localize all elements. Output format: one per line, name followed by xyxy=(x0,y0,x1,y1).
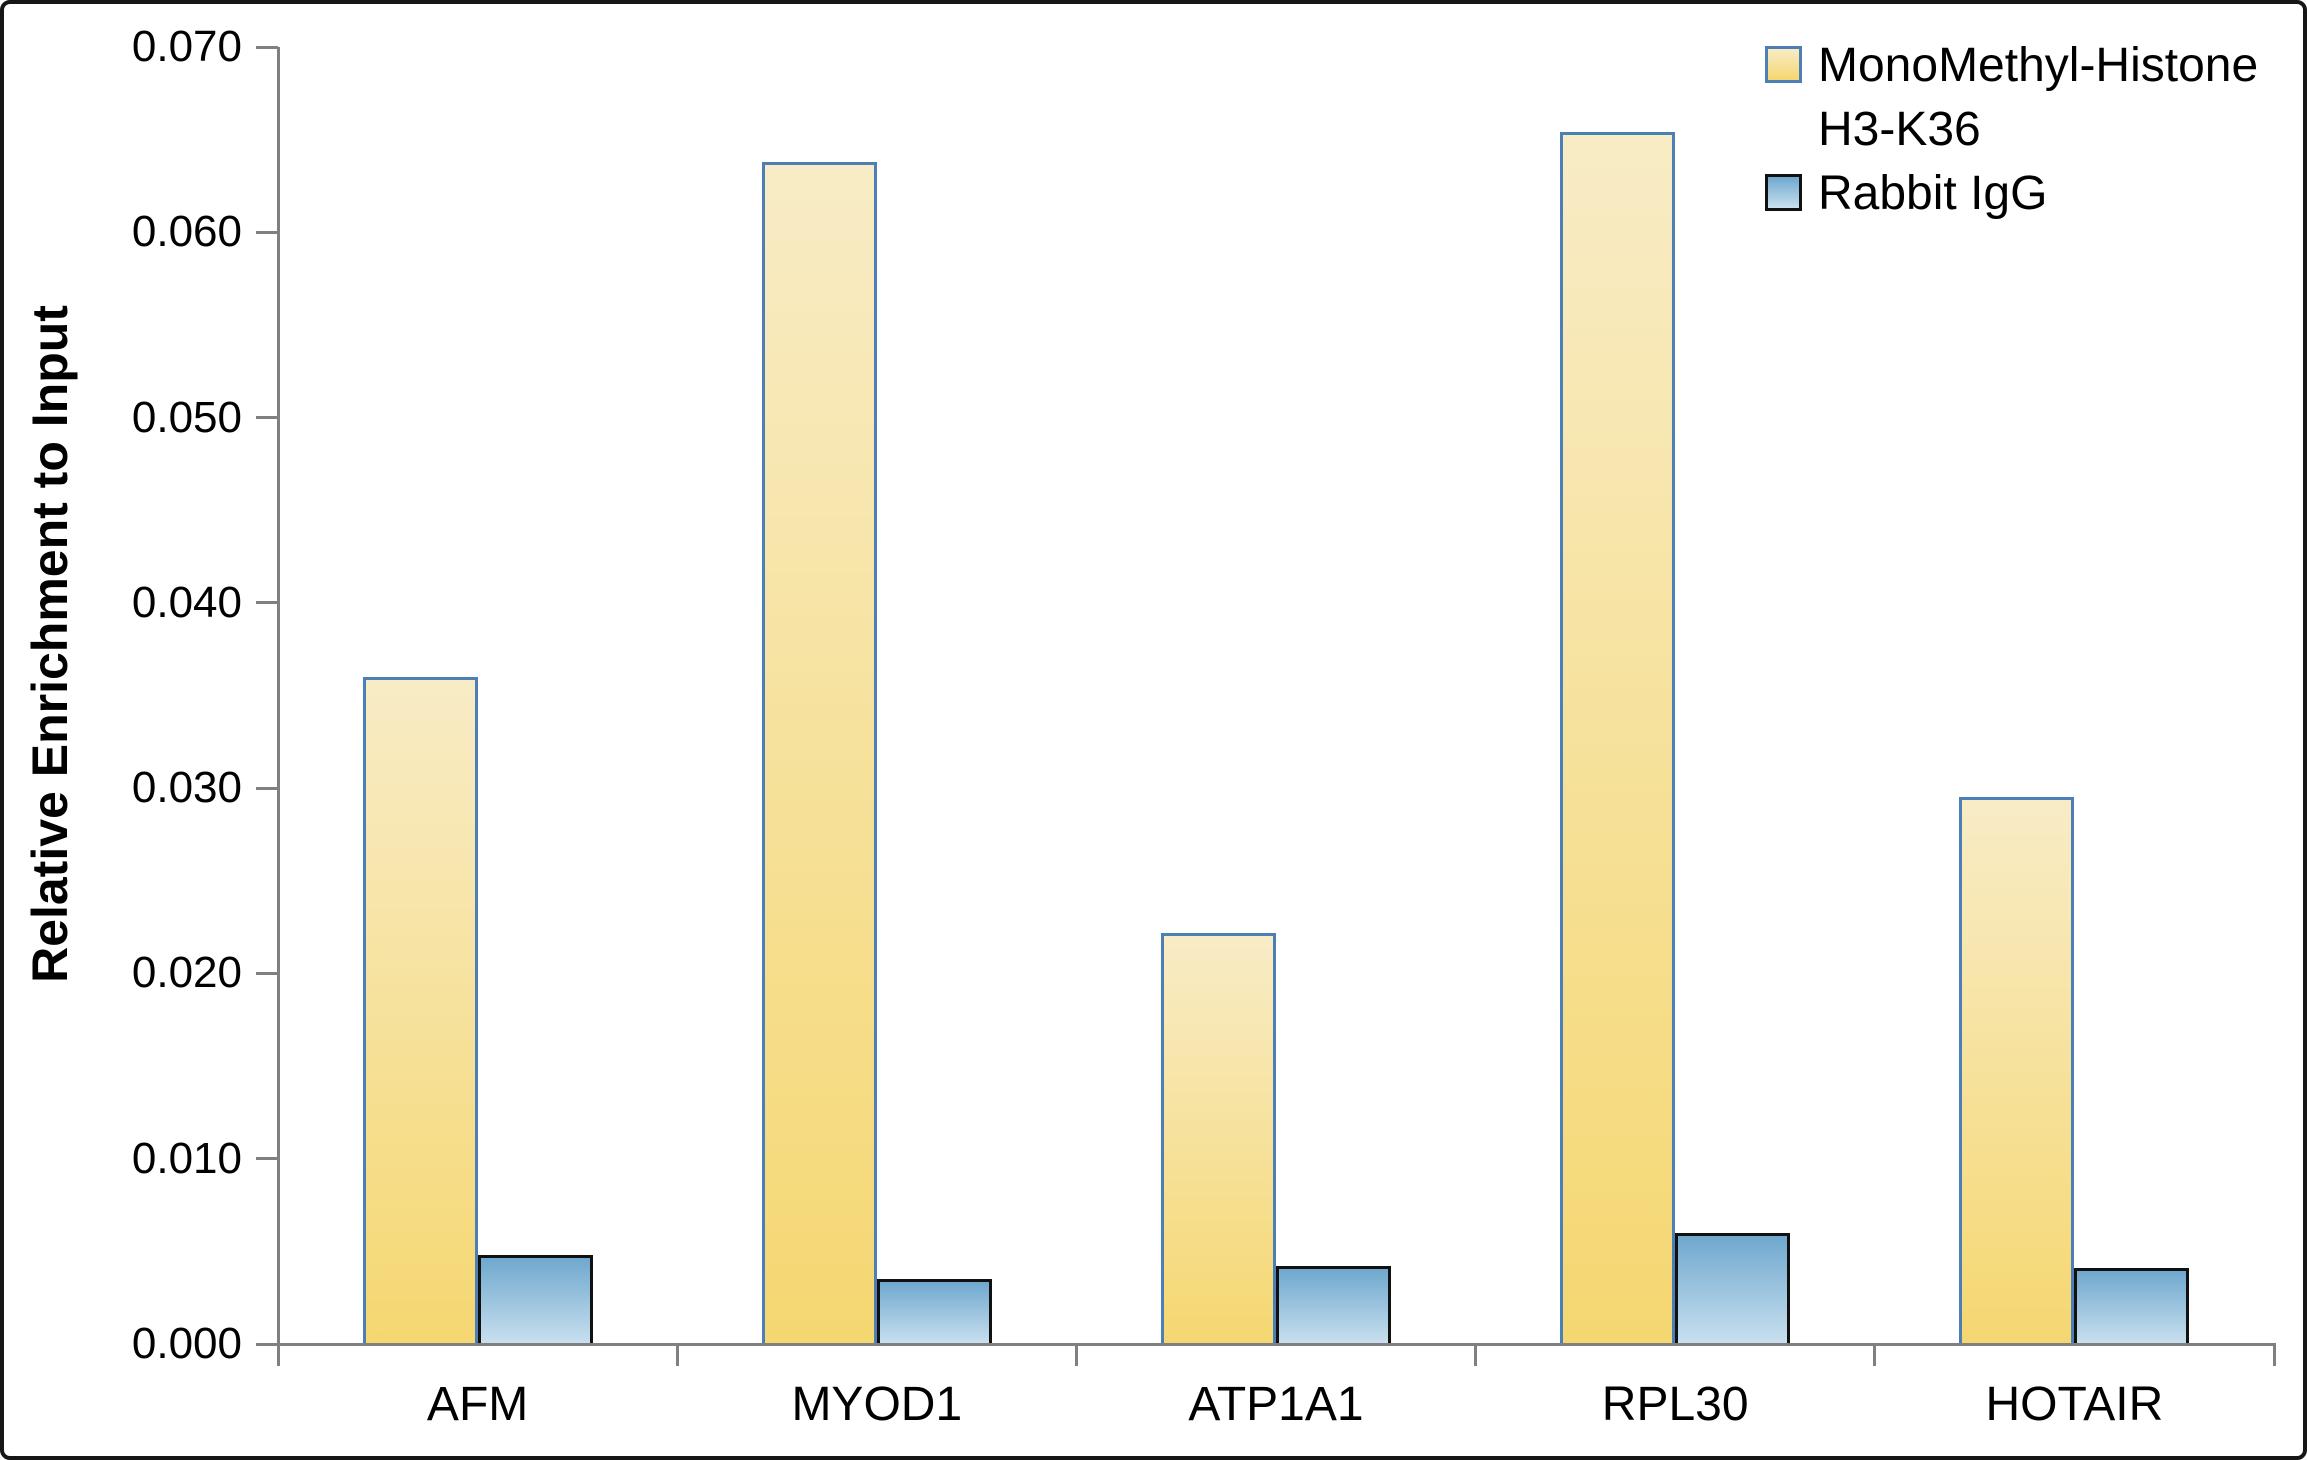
x-axis-tick xyxy=(675,1344,679,1366)
y-axis-tick xyxy=(256,230,278,234)
y-axis-tick xyxy=(256,45,278,49)
y-axis-tick xyxy=(256,1342,278,1346)
bar-monomethyl-histone-h3-k36-rpl30 xyxy=(1560,132,1676,1344)
y-axis-tick-label: 0.050 xyxy=(131,392,242,442)
y-axis-tick-label: 0.060 xyxy=(131,207,242,257)
x-axis-tick xyxy=(1474,1344,1478,1366)
x-axis-line xyxy=(278,1342,2276,1346)
y-axis-tick-label: 0.020 xyxy=(131,948,242,998)
category-label-afm: AFM xyxy=(426,1378,529,1431)
category-label-myod1: MYOD1 xyxy=(791,1378,963,1431)
y-axis-tick-label: 0.000 xyxy=(131,1319,242,1368)
bar-monomethyl-histone-h3-k36-afm xyxy=(362,676,478,1344)
blue-gradient-swatch-icon xyxy=(1765,174,1802,211)
legend: MonoMethyl-Histone H3-K36 Rabbit IgG xyxy=(1765,34,2258,226)
y-axis-tick xyxy=(256,971,278,975)
legend-item-monomethyl-histone-h3-k36: MonoMethyl-Histone H3-K36 xyxy=(1765,34,2258,162)
bar-monomethyl-histone-h3-k36-hotair xyxy=(1959,797,2075,1344)
bar-monomethyl-histone-h3-k36-myod1 xyxy=(761,161,877,1344)
bar-rabbit-igg-myod1 xyxy=(876,1279,992,1344)
y-axis-tick xyxy=(256,1157,278,1161)
category-label-rpl30: RPL30 xyxy=(1601,1378,1749,1431)
bar-monomethyl-histone-h3-k36-atp1a1 xyxy=(1161,932,1276,1344)
y-axis-tick-label: 0.070 xyxy=(131,22,242,71)
yellow-gradient-swatch-icon xyxy=(1765,46,1802,83)
plot-area: 0.000 0.010 0.020 0.030 0.040 0.050 0.060 0.070… xyxy=(4,4,2303,1456)
bar-rabbit-igg-afm xyxy=(477,1255,593,1344)
y-axis-tick xyxy=(256,416,278,420)
y-axis-tick xyxy=(256,601,278,605)
bar-rabbit-igg-rpl30 xyxy=(1675,1232,1791,1344)
bar-rabbit-igg-atp1a1 xyxy=(1276,1266,1391,1344)
bar-rabbit-igg-hotair xyxy=(2074,1268,2190,1344)
x-axis-tick xyxy=(2272,1344,2276,1366)
y-axis-tick-label: 0.040 xyxy=(131,577,242,627)
category-label-hotair: HOTAIR xyxy=(1985,1378,2164,1431)
x-axis-tick xyxy=(1074,1344,1078,1366)
x-axis-tick xyxy=(1873,1344,1877,1366)
legend-label-rabbit-igg: Rabbit IgG xyxy=(1818,167,2048,220)
legend-label-monomethyl-histone-h3-k36: MonoMethyl-Histone H3-K36 xyxy=(1818,39,2259,156)
y-axis-tick-label: 0.010 xyxy=(131,1133,242,1183)
y-axis-tick-label: 0.030 xyxy=(131,763,242,813)
x-axis-tick xyxy=(276,1344,280,1366)
category-label-atp1a1: ATP1A1 xyxy=(1188,1378,1364,1431)
y-axis-tick xyxy=(256,786,278,790)
y-axis-line xyxy=(276,47,280,1344)
legend-item-rabbit-igg: Rabbit IgG xyxy=(1765,162,2258,226)
